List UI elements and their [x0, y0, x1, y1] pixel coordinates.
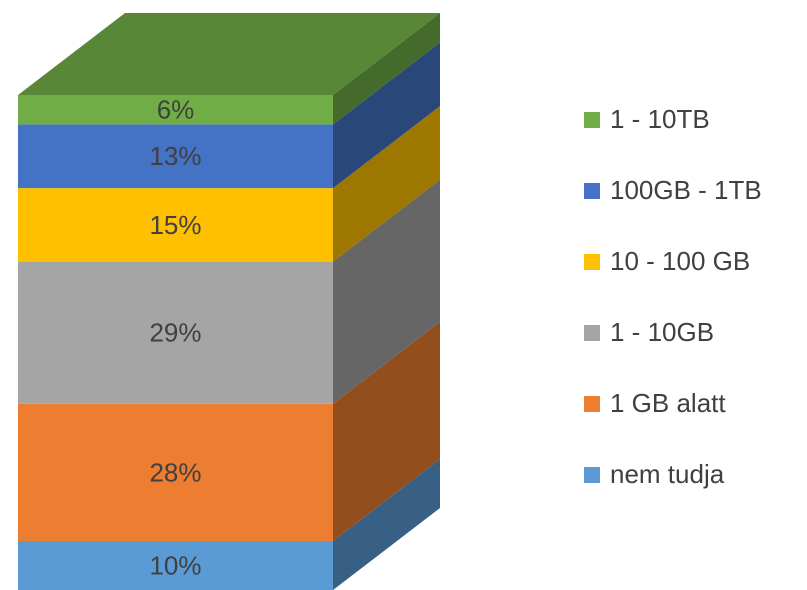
- data-label: 10%: [149, 550, 201, 580]
- bar-side: [333, 106, 440, 262]
- legend-swatch: [584, 183, 600, 199]
- bar-side: [333, 13, 440, 125]
- bar-side: [333, 321, 440, 541]
- bar-front: [18, 403, 333, 541]
- legend-label: 1 GB alatt: [610, 388, 726, 418]
- bar-front: [18, 261, 333, 404]
- data-label: 13%: [149, 141, 201, 171]
- data-label: 29%: [149, 318, 201, 348]
- bar-front: [18, 188, 333, 262]
- data-label: 6%: [157, 95, 195, 125]
- bar-side: [333, 458, 440, 590]
- legend-swatch: [584, 254, 600, 270]
- bar-front: [18, 540, 333, 590]
- data-label: 28%: [149, 457, 201, 487]
- data-label: 15%: [149, 210, 201, 240]
- legend-label: nem tudja: [610, 459, 725, 489]
- bar-top: [18, 13, 440, 95]
- legend-swatch: [584, 325, 600, 341]
- legend-label: 1 - 10GB: [610, 317, 714, 347]
- legend-label: 1 - 10TB: [610, 104, 710, 134]
- bar-front: [18, 124, 333, 189]
- bar-side: [333, 42, 440, 189]
- bar-side: [333, 179, 440, 404]
- legend-swatch: [584, 112, 600, 128]
- legend-swatch: [584, 396, 600, 412]
- legend-label: 10 - 100 GB: [610, 246, 750, 276]
- legend-swatch: [584, 467, 600, 483]
- bar-front: [18, 95, 333, 125]
- legend-label: 100GB - 1TB: [610, 175, 762, 205]
